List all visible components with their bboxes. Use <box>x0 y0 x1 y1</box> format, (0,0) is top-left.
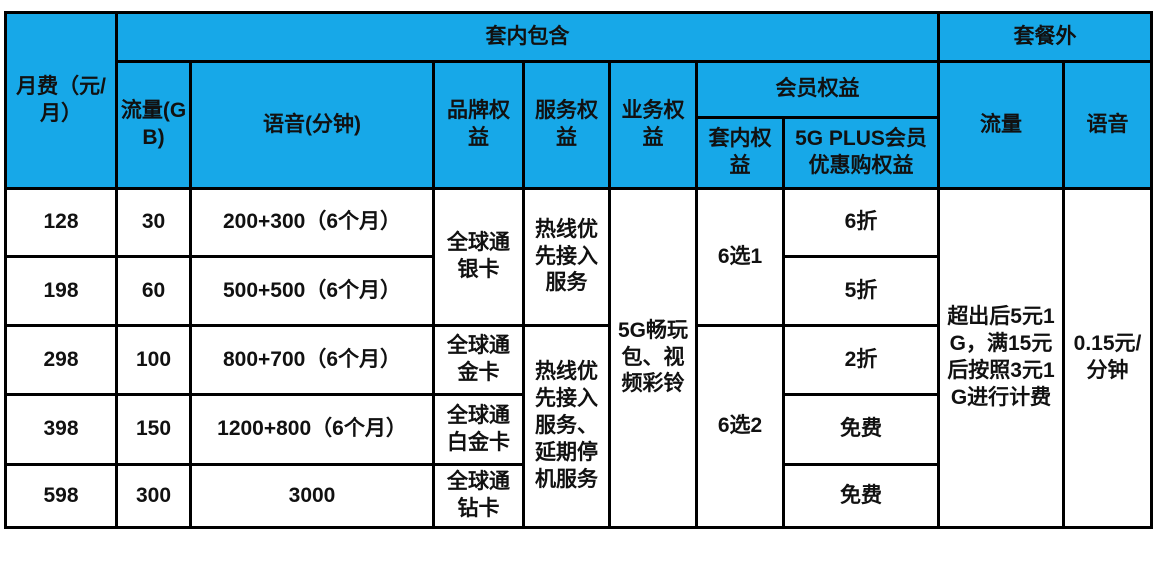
plan-row-198: 198 60 500+500（6个月） 5折 <box>4 255 1152 327</box>
data-gb-cell: 100 <box>115 324 192 396</box>
header-business-benefit: 业务权益 <box>608 60 698 190</box>
plan-row-128: 128 30 200+300（6个月） 全球通银卡 热线优先接入服务 5G畅玩包… <box>4 187 1153 529</box>
voice-min-cell: 500+500（6个月） <box>189 255 435 327</box>
extra-voice-rate-cell: 0.15元/分钟 <box>1062 187 1153 529</box>
header-monthly-fee: 月费（元/月） <box>4 11 118 190</box>
header-extra-voice: 语音 <box>1062 60 1153 190</box>
fee-cell: 298 <box>4 324 118 396</box>
extra-data-rate-cell: 超出后5元1G，满15元后按照3元1G进行计费 <box>937 187 1065 529</box>
voice-min-cell: 800+700（6个月） <box>189 324 435 396</box>
data-gb-cell: 30 <box>115 187 192 258</box>
service-hotline-delay-cell: 热线优先接入服务、延期停机服务 <box>522 324 611 529</box>
header-row-member-sub: 套内权益 5G PLUS会员优惠购权益 <box>6 116 1152 190</box>
header-row-groups: 月费（元/月） 套内包含 套餐外 <box>4 11 1153 190</box>
data-gb-cell: 60 <box>115 255 192 327</box>
data-gb-cell: 150 <box>115 393 192 466</box>
fee-cell: 128 <box>4 187 118 258</box>
brand-diamond-cell: 全球通钻卡 <box>432 463 525 529</box>
service-hotline-cell: 热线优先接入服务 <box>522 187 611 327</box>
plan-row-598: 598 300 3000 全球通钻卡 免费 <box>4 463 1152 529</box>
member-plus-discount-cell: 免费 <box>782 463 940 529</box>
business-benefit-cell: 5G畅玩包、视频彩铃 <box>608 187 698 529</box>
header-group-in-package: 套内包含 <box>115 11 940 63</box>
header-data-gb: 流量(GB) <box>115 60 192 190</box>
plan-pricing-table: 月费（元/月） 套内包含 套餐外 流量(GB) 语音(分钟) 品牌权益 服务权益… <box>4 11 1153 529</box>
member-plus-discount-cell: 2折 <box>782 324 940 396</box>
member-plus-discount-cell: 免费 <box>782 393 940 466</box>
header-member-in-package: 套内权益 <box>695 116 785 190</box>
data-gb-cell: 300 <box>115 463 192 529</box>
voice-min-cell: 1200+800（6个月） <box>189 393 435 466</box>
fee-cell: 598 <box>4 463 118 529</box>
member-choose1-cell: 6选1 <box>695 187 785 327</box>
member-plus-discount-cell: 6折 <box>782 187 940 258</box>
member-plus-discount-cell: 5折 <box>782 255 940 327</box>
header-group-out-of-package: 套餐外 <box>937 11 1153 63</box>
plan-row-298: 298 100 800+700（6个月） 全球通金卡 热线优先接入服务、延期停机… <box>4 324 1152 529</box>
brand-gold-cell: 全球通金卡 <box>432 324 525 396</box>
plan-row-398: 398 150 1200+800（6个月） 全球通白金卡 免费 <box>4 393 1152 466</box>
voice-min-cell: 3000 <box>189 463 435 529</box>
header-member-5g-plus: 5G PLUS会员优惠购权益 <box>782 116 940 190</box>
fee-cell: 198 <box>4 255 118 327</box>
header-row-columns: 流量(GB) 语音(分钟) 品牌权益 服务权益 业务权益 会员权益 流量 语音 <box>6 60 1153 190</box>
fee-cell: 398 <box>4 393 118 466</box>
header-voice-min: 语音(分钟) <box>189 60 435 190</box>
header-service-benefit: 服务权益 <box>522 60 611 190</box>
brand-platinum-cell: 全球通白金卡 <box>432 393 525 466</box>
brand-silver-cell: 全球通银卡 <box>432 187 525 327</box>
header-brand-benefit: 品牌权益 <box>432 60 525 190</box>
header-extra-data: 流量 <box>937 60 1065 190</box>
header-member-benefit-group: 会员权益 <box>695 60 940 119</box>
voice-min-cell: 200+300（6个月） <box>189 187 435 258</box>
member-choose2-cell: 6选2 <box>695 324 785 529</box>
